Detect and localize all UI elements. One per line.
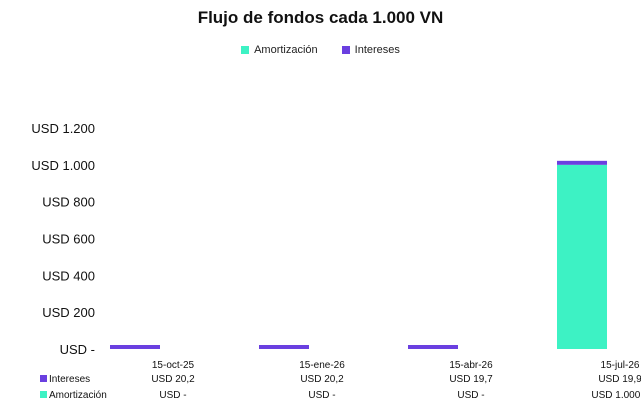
y-tick-label: USD 600 [42, 232, 95, 247]
table-cell: USD 19,9 [598, 374, 641, 385]
bar-intereses-15-oct-25 [110, 345, 160, 349]
x-tick-label: 15-ene-26 [299, 360, 345, 371]
table-key-amortizacion [40, 391, 47, 398]
y-tick-label: USD 400 [42, 268, 95, 283]
table-cell: USD 20,2 [151, 374, 195, 385]
table-cell: USD 19,7 [449, 374, 493, 385]
legend-swatch [241, 46, 250, 54]
y-tick-label: USD - [60, 342, 95, 357]
legend-label: Amortización [254, 44, 318, 56]
table-row-label: Amortización [49, 390, 107, 401]
x-tick-label: 15-jul-26 [601, 360, 640, 371]
table-row-label: Intereses [49, 374, 90, 385]
table-cell: USD 1.000,0 [591, 390, 641, 401]
legend-entry-intereses: Intereses [341, 44, 400, 56]
table-cell: USD - [308, 390, 335, 401]
table-key-intereses [40, 375, 47, 382]
y-tick-label: USD 1.200 [31, 121, 95, 136]
table-cell: USD - [457, 390, 484, 401]
legend-swatch [341, 46, 350, 54]
bar-amortizacion-15-jul-26 [557, 164, 607, 349]
table-cell: USD - [159, 390, 186, 401]
bar-intereses-15-jul-26 [557, 160, 607, 165]
y-tick-label: USD 200 [42, 305, 95, 320]
table-cell: USD 20,2 [300, 374, 344, 385]
bar-intereses-15-ene-26 [259, 345, 309, 349]
y-tick-label: USD 800 [42, 195, 95, 210]
legend-label: Intereses [354, 44, 400, 56]
bar-intereses-15-abr-26 [408, 345, 458, 349]
x-tick-label: 15-abr-26 [449, 360, 493, 371]
legend: Amortización Intereses [0, 44, 641, 56]
x-tick-label: 15-oct-25 [152, 360, 195, 371]
legend-entry-amortizacion: Amortización [241, 44, 318, 56]
y-tick-label: USD 1.000 [31, 158, 95, 173]
chart-title: Flujo de fondos cada 1.000 VN [197, 8, 444, 27]
